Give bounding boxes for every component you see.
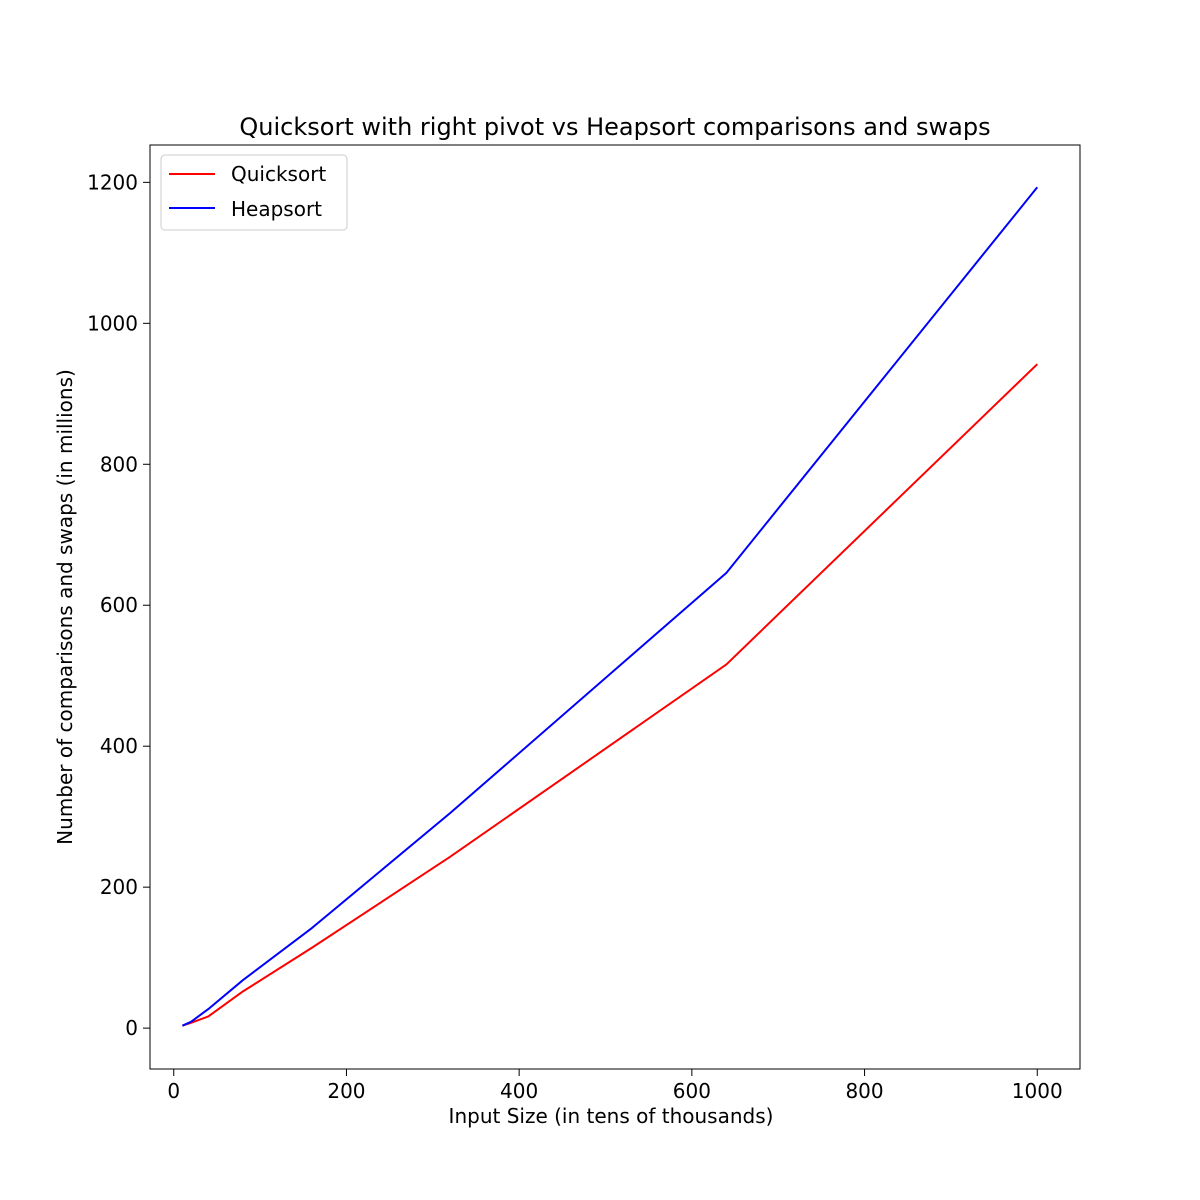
y-tick-label: 0 — [125, 1016, 138, 1040]
x-tick-label: 800 — [845, 1079, 883, 1103]
y-tick-label: 200 — [100, 875, 138, 899]
legend: Quicksort Heapsort — [160, 154, 348, 231]
series-layer — [181, 186, 1039, 1027]
x-tick-label: 200 — [327, 1079, 365, 1103]
x-tick-label: 600 — [673, 1079, 711, 1103]
x-axis-title: Input Size (in tens of thousands) — [449, 1104, 774, 1128]
plot-frame — [149, 144, 1081, 1070]
series-line-heapsort — [181, 186, 1039, 1027]
x-axis: 0 200 400 600 800 1000 — [167, 1069, 1063, 1103]
y-axis-title: Number of comparisons and swaps (in mill… — [53, 369, 77, 845]
chart-title: Quicksort with right pivot vs Heapsort c… — [239, 113, 990, 141]
legend-label-heapsort: Heapsort — [231, 197, 322, 221]
series-line-quicksort — [182, 363, 1038, 1027]
x-tick-label: 400 — [500, 1079, 538, 1103]
y-tick-label: 1200 — [87, 170, 138, 194]
y-tick-label: 400 — [100, 734, 138, 758]
y-tick-label: 600 — [100, 593, 138, 617]
y-axis: 0 200 400 600 800 1000 1200 — [87, 170, 150, 1040]
legend-label-quicksort: Quicksort — [231, 162, 326, 186]
y-tick-label: 1000 — [87, 311, 138, 335]
x-tick-label: 1000 — [1012, 1079, 1063, 1103]
y-tick-label: 800 — [100, 452, 138, 476]
plot-area — [149, 144, 1081, 1070]
x-tick-label: 0 — [167, 1079, 180, 1103]
